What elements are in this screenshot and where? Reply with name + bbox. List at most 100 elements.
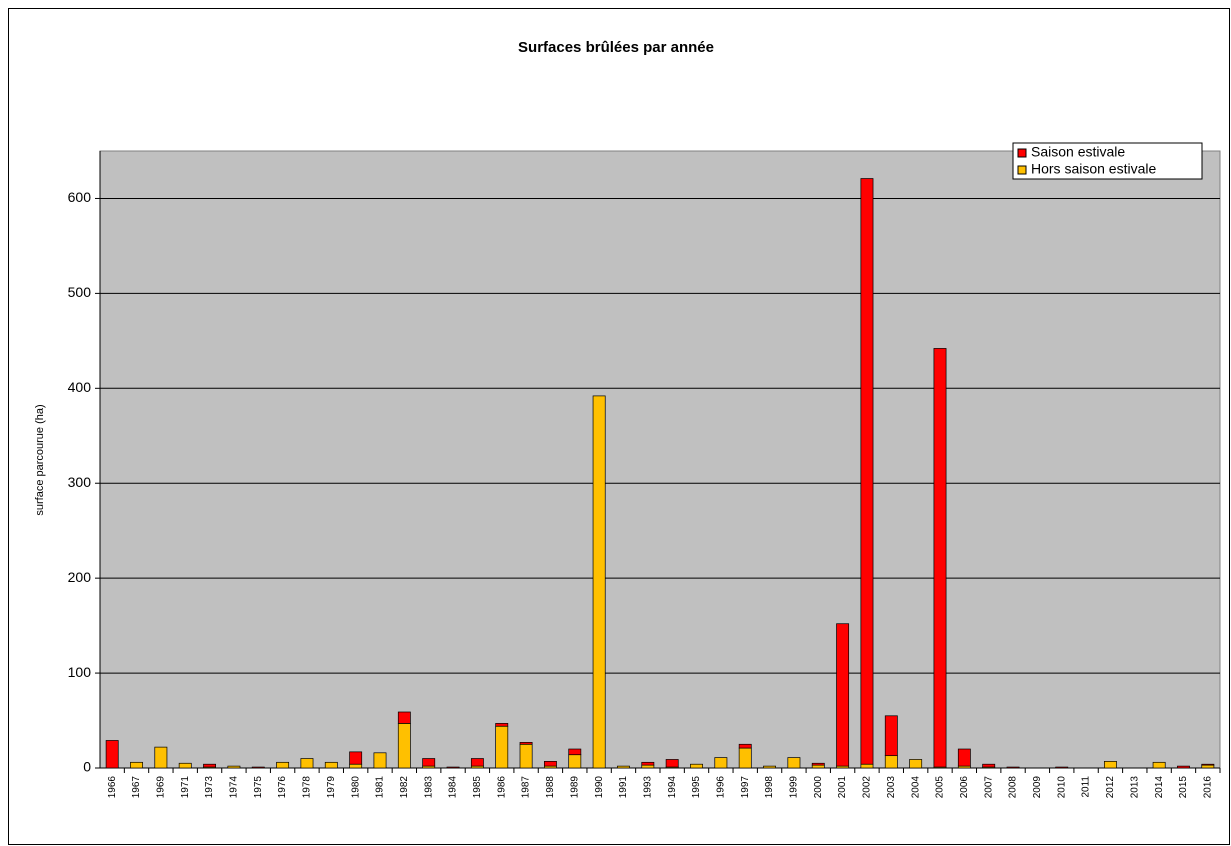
x-tick-label: 1986 — [496, 776, 507, 799]
bar-segment — [1177, 765, 1190, 769]
legend-label: Hors saison estivale — [1031, 161, 1156, 177]
bar-segment — [130, 761, 143, 769]
legend-swatch — [1017, 148, 1027, 158]
x-tick-label: 2007 — [983, 776, 994, 799]
x-tick-label: 2015 — [1178, 776, 1189, 799]
x-tick-label: 2010 — [1056, 776, 1067, 799]
x-tick-label: 1995 — [691, 776, 702, 799]
bar-segment — [860, 178, 874, 765]
x-tick-label: 1993 — [642, 776, 653, 799]
bar-segment — [251, 766, 265, 769]
bar-segment — [568, 748, 582, 756]
bar-segment — [1055, 766, 1069, 769]
x-tick-label: 1985 — [472, 776, 483, 799]
x-tick-label: 1987 — [521, 776, 532, 799]
y-tick-label: 600 — [68, 189, 92, 205]
bar-segment — [884, 715, 898, 757]
x-tick-label: 2008 — [1008, 776, 1019, 799]
bar-segment — [884, 755, 898, 769]
bar-segment — [714, 757, 728, 769]
x-tick-label: 1996 — [716, 776, 727, 799]
bar-segment — [276, 761, 290, 769]
bar-segment — [470, 758, 484, 767]
bar-segment — [397, 711, 411, 724]
x-tick-label: 1998 — [764, 776, 775, 799]
x-tick-label: 2005 — [935, 776, 946, 799]
bar-segment — [641, 764, 655, 769]
x-tick-label: 1984 — [448, 776, 459, 799]
legend-swatch — [1017, 165, 1027, 175]
x-tick-label: 1974 — [229, 776, 240, 799]
bar-segment — [763, 765, 777, 769]
x-tick-label: 1969 — [156, 776, 167, 799]
bar-segment — [1201, 764, 1215, 769]
x-tick-label: 1989 — [569, 776, 580, 799]
y-tick-label: 0 — [83, 759, 91, 775]
y-tick-label: 200 — [68, 569, 92, 585]
bar-segment — [909, 759, 923, 769]
bar-segment — [617, 765, 630, 769]
x-tick-label: 1997 — [740, 776, 751, 799]
x-tick-label: 1994 — [667, 776, 678, 799]
legend-box — [1012, 142, 1203, 180]
bar-segment — [1152, 761, 1166, 769]
bar-segment — [982, 763, 996, 768]
chart-title: Surfaces brûlées par année — [518, 39, 714, 56]
x-tick-label: 2009 — [1032, 776, 1043, 799]
bar-segment — [592, 395, 606, 769]
x-tick-label: 1967 — [131, 776, 142, 799]
bar-segment — [519, 743, 533, 769]
bar-segment — [957, 748, 971, 767]
bar-segment — [105, 740, 119, 769]
bar-segment — [787, 757, 801, 769]
bar-segment — [178, 762, 192, 769]
x-tick-label: 1973 — [204, 776, 215, 799]
bar-segment — [665, 759, 679, 768]
bar-segment — [933, 348, 947, 768]
x-tick-label: 2002 — [862, 776, 873, 799]
x-tick-label: 2012 — [1105, 776, 1116, 799]
bar-segment — [300, 758, 314, 769]
y-tick-label: 300 — [68, 474, 92, 490]
x-tick-label: 1991 — [618, 776, 629, 799]
y-tick-label: 100 — [68, 664, 92, 680]
bar-segment — [397, 723, 411, 769]
bar-segment — [543, 761, 557, 767]
x-tick-label: 1979 — [326, 776, 337, 799]
bar-segment — [422, 758, 436, 767]
x-tick-label: 1966 — [107, 776, 118, 799]
bar-segment — [495, 725, 509, 769]
x-tick-label: 2003 — [886, 776, 897, 799]
bar-segment — [641, 761, 655, 766]
bar-segment — [519, 742, 533, 745]
bar-segment — [324, 761, 338, 769]
x-tick-label: 1980 — [350, 776, 361, 799]
bar-segment — [738, 743, 752, 749]
x-tick-label: 2011 — [1081, 776, 1092, 798]
bar-segment — [154, 746, 168, 769]
bar-segment — [495, 723, 509, 727]
x-tick-label: 2004 — [910, 776, 921, 799]
x-tick-label: 2016 — [1202, 776, 1213, 799]
x-tick-label: 1981 — [375, 776, 386, 799]
plot-area — [99, 150, 1221, 769]
bar-segment — [836, 623, 850, 767]
bar-segment — [373, 752, 387, 769]
y-tick-label: 400 — [68, 379, 92, 395]
bar-segment — [738, 747, 752, 769]
x-tick-label: 2000 — [813, 776, 824, 799]
x-tick-label: 1976 — [277, 776, 288, 799]
x-tick-label: 1975 — [253, 776, 264, 799]
bar-segment — [1103, 761, 1117, 769]
bar-segment — [568, 754, 582, 769]
y-axis-label: surface parcourue (ha) — [34, 404, 46, 515]
x-tick-label: 2013 — [1129, 776, 1140, 799]
x-tick-label: 1982 — [399, 776, 410, 799]
x-tick-label: 1990 — [594, 776, 605, 799]
bar-segment — [446, 766, 460, 769]
bar-segment — [690, 763, 703, 769]
x-tick-label: 1971 — [180, 776, 191, 799]
bar-segment — [349, 763, 363, 769]
x-tick-label: 1999 — [789, 776, 800, 799]
